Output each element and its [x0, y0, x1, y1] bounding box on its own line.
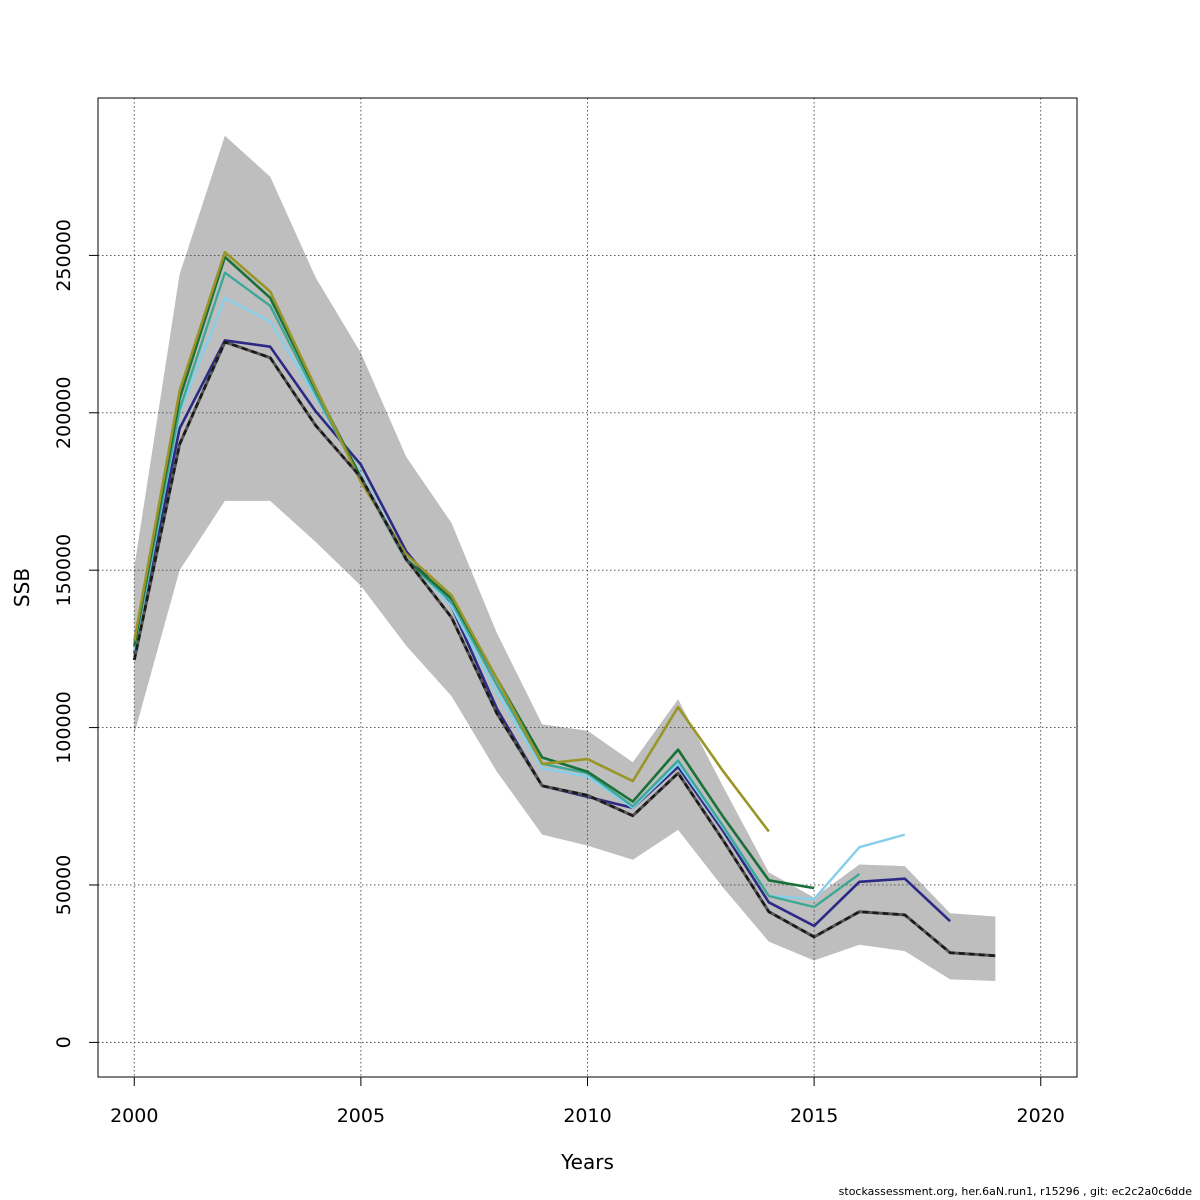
- x-tick-label: 2010: [563, 1105, 611, 1127]
- series-line: [133, 296, 906, 901]
- confidence-band-layer: [134, 135, 996, 982]
- y-tick-label: 100000: [53, 691, 75, 764]
- x-tick-label: 2005: [337, 1105, 385, 1127]
- footer-caption: stockassessment.org, her.6aN.run1, r1529…: [838, 1185, 1192, 1198]
- x-tick-label: 2000: [110, 1105, 158, 1127]
- x-tick-label: 2020: [1017, 1105, 1065, 1127]
- y-axis-title: SSB: [10, 568, 34, 607]
- series-layer: [132, 250, 996, 958]
- series-line: [133, 271, 861, 909]
- y-tick-label: 150000: [53, 534, 75, 607]
- grid-layer: [98, 98, 1077, 1077]
- y-tick-label: 250000: [53, 219, 75, 292]
- confidence-band: [134, 135, 996, 982]
- x-axis-title: Years: [560, 1150, 614, 1174]
- y-axis: 0 50000 100000 150000 200000 250000: [53, 219, 98, 1048]
- y-tick-label: 50000: [53, 855, 75, 915]
- x-tick-label: 2015: [790, 1105, 838, 1127]
- series-line: [133, 340, 996, 958]
- y-tick-label: 200000: [53, 377, 75, 450]
- y-tick-label: 0: [53, 1036, 75, 1048]
- x-axis: 2000 2005 2010 2015 2020: [110, 1077, 1065, 1127]
- series-line: [133, 250, 770, 833]
